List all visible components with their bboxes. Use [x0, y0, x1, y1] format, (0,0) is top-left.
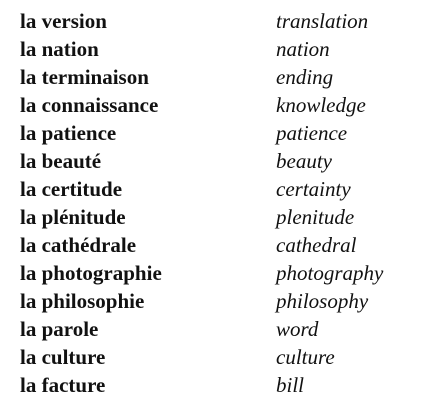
english-translation: translation: [276, 8, 369, 33]
french-word: la parole: [20, 316, 99, 341]
vocab-row: la parole word: [20, 315, 440, 343]
english-translation: patience: [276, 120, 348, 145]
vocab-row: la culture culture: [20, 343, 440, 371]
french-word: la cathédrale: [20, 232, 137, 257]
vocab-row: la beauté beauty: [20, 147, 440, 175]
vocab-row: la certitude certainty: [20, 175, 440, 203]
vocab-row: la version translation: [20, 7, 440, 35]
french-word: la photographie: [20, 260, 162, 285]
french-word: la patience: [20, 120, 117, 145]
french-word: la nation: [20, 36, 99, 61]
french-word: la philosophie: [20, 288, 145, 313]
french-word: la version: [20, 8, 107, 33]
vocab-row: la cathédrale cathedral: [20, 231, 440, 259]
english-translation: word: [276, 316, 319, 341]
english-translation: beauty: [276, 148, 332, 173]
vocab-row: la photographie photography: [20, 259, 440, 287]
english-translation: ending: [276, 64, 334, 89]
english-translation: philosophy: [276, 288, 369, 313]
english-translation: culture: [276, 344, 335, 369]
vocab-row: la facture bill: [20, 371, 440, 399]
vocab-row: la connaissance knowledge: [20, 91, 440, 119]
french-word: la certitude: [20, 176, 123, 201]
english-translation: nation: [276, 36, 330, 61]
vocab-row: la terminaison ending: [20, 63, 440, 91]
vocab-row: la plénitude plenitude: [20, 203, 440, 231]
english-translation: photography: [276, 260, 384, 285]
english-translation: plenitude: [276, 204, 355, 229]
french-word: la terminaison: [20, 64, 149, 89]
vocab-row: la philosophie philosophy: [20, 287, 440, 315]
french-word: la facture: [20, 372, 106, 397]
english-translation: knowledge: [276, 92, 366, 117]
french-word: la culture: [20, 344, 106, 369]
english-translation: bill: [276, 372, 305, 397]
vocab-row: la patience patience: [20, 119, 440, 147]
vocabulary-list: la version translation la nation nation …: [20, 7, 440, 399]
english-translation: certainty: [276, 176, 351, 201]
vocab-row: la nation nation: [20, 35, 440, 63]
french-word: la plénitude: [20, 204, 126, 229]
french-word: la beauté: [20, 148, 102, 173]
french-word: la connaissance: [20, 92, 159, 117]
english-translation: cathedral: [276, 232, 357, 257]
